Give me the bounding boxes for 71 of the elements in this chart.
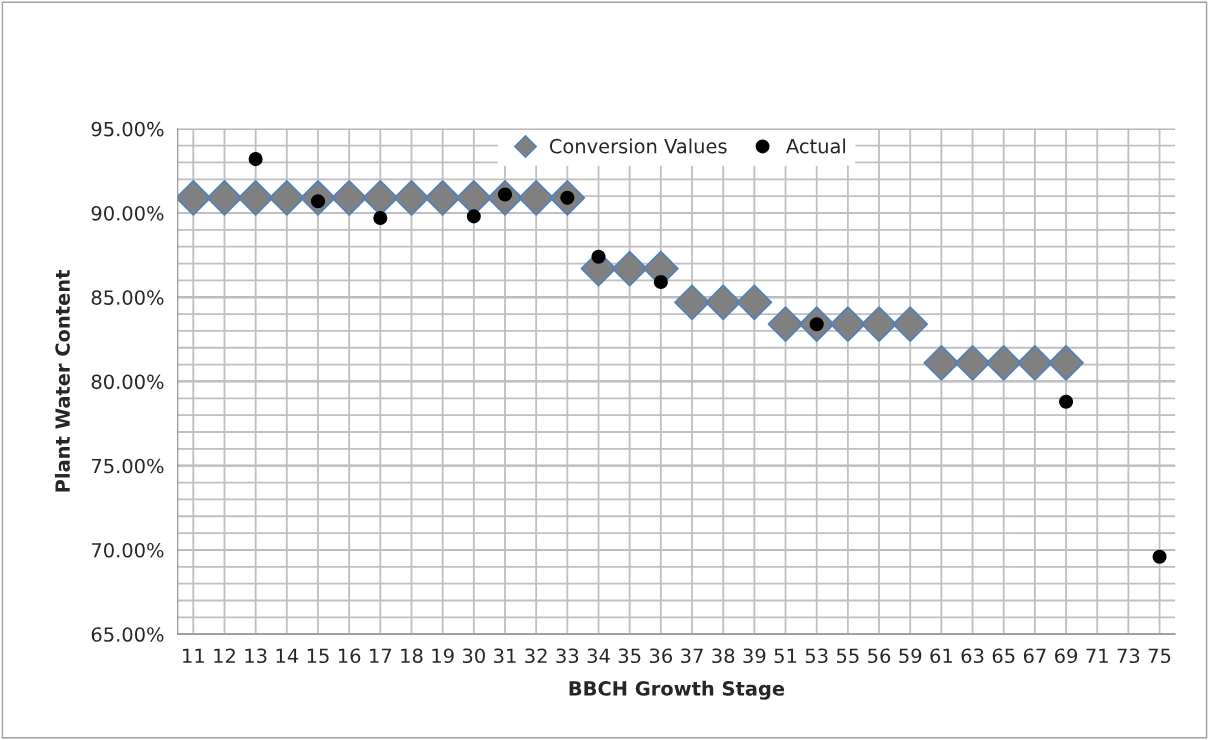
x-tick-label: 34 xyxy=(587,648,610,664)
x-tick-label: 30 xyxy=(462,648,485,664)
point xyxy=(892,306,929,343)
y-tick-label: 80.00% xyxy=(91,374,164,390)
point xyxy=(1059,394,1074,409)
point xyxy=(1152,549,1167,564)
x-tick-label: 15 xyxy=(307,648,329,664)
x-tick-label: 32 xyxy=(525,648,547,664)
x-tick-label: 51 xyxy=(774,648,797,664)
x-tick-label: 56 xyxy=(868,648,891,664)
point xyxy=(674,284,710,321)
point xyxy=(653,275,668,290)
x-tick-label: 33 xyxy=(556,648,579,664)
x-tick-label: 14 xyxy=(276,648,299,663)
y-tick-label: 90.00% xyxy=(91,205,164,221)
x-tick-label: 17 xyxy=(370,648,392,663)
y-tick-label: 65.00% xyxy=(91,627,164,642)
x-tick-label: 11 xyxy=(183,648,204,663)
x-tick-label: 71 xyxy=(1086,648,1108,663)
point xyxy=(518,179,555,216)
point xyxy=(954,345,991,381)
x-tick-label: 75 xyxy=(1148,648,1171,664)
point xyxy=(861,306,897,343)
point xyxy=(1017,345,1053,381)
point xyxy=(767,306,804,343)
x-tick-label: 31 xyxy=(494,648,516,664)
y-tick-label: 75.00% xyxy=(91,458,164,474)
x-tick-label: 61 xyxy=(930,648,952,664)
x-tick-label: 16 xyxy=(338,648,361,664)
x-axis-title: BBCH Growth Stage xyxy=(569,680,785,700)
legend-label: Actual xyxy=(786,138,845,154)
x-tick-label: 35 xyxy=(618,648,641,664)
legend-label: Conversion Values xyxy=(549,138,727,154)
x-tick-label: 59 xyxy=(899,648,922,664)
point xyxy=(248,152,263,167)
point xyxy=(705,284,742,321)
x-tick-label: 53 xyxy=(805,648,828,664)
x-tick-label: 39 xyxy=(743,648,766,664)
point xyxy=(268,179,305,216)
point xyxy=(206,179,243,216)
point xyxy=(237,179,274,216)
x-tick-label: 67 xyxy=(1023,648,1046,664)
x-tick-label: 63 xyxy=(961,648,984,664)
y-tick-label: 95.00% xyxy=(91,121,164,137)
point xyxy=(177,179,212,216)
point xyxy=(923,345,960,381)
point xyxy=(1048,345,1084,381)
point xyxy=(611,250,648,287)
x-tick-label: 13 xyxy=(245,648,267,664)
y-tick-label: 70.00% xyxy=(91,542,164,558)
point xyxy=(736,284,773,321)
y-axis-title: Plant Water Content xyxy=(54,270,70,492)
point xyxy=(591,249,606,264)
x-tick-label: 65 xyxy=(992,648,1015,664)
y-tick-label: 85.00% xyxy=(91,290,164,305)
point xyxy=(393,179,430,216)
point xyxy=(331,179,368,216)
point xyxy=(424,179,461,216)
x-tick-label: 19 xyxy=(432,648,454,664)
x-tick-label: 36 xyxy=(649,648,672,664)
point xyxy=(985,345,1022,381)
x-tick-label: 12 xyxy=(214,648,235,663)
x-tick-label: 55 xyxy=(837,648,859,664)
point xyxy=(830,306,866,343)
x-tick-label: 73 xyxy=(1117,648,1140,664)
point xyxy=(466,209,481,224)
point xyxy=(373,211,388,226)
x-tick-label: 18 xyxy=(401,648,423,664)
x-tick-label: 69 xyxy=(1055,648,1078,664)
x-tick-label: 38 xyxy=(712,648,735,664)
x-tick-label: 37 xyxy=(681,648,703,664)
